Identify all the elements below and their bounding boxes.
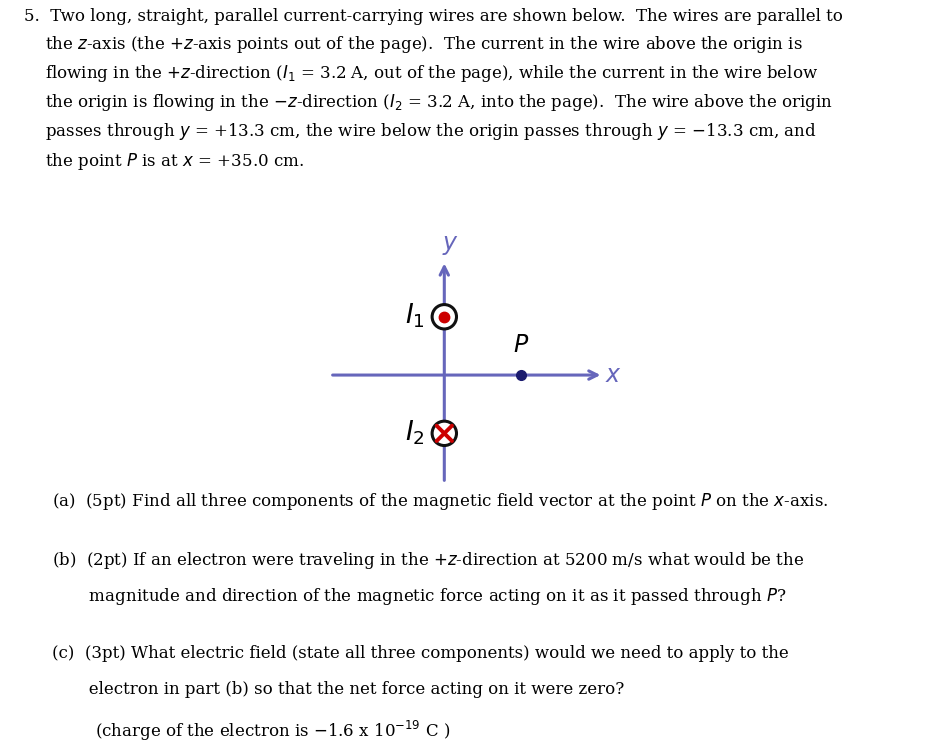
Text: (c)  (3pt) What electric field (state all three components) would we need to app: (c) (3pt) What electric field (state all…: [52, 645, 789, 663]
Text: 5.  Two long, straight, parallel current-carrying wires are shown below.  The wi: 5. Two long, straight, parallel current-…: [24, 8, 843, 172]
Circle shape: [432, 305, 457, 329]
Text: (charge of the electron is $-$1.6 x 10$^{-19}$ C ): (charge of the electron is $-$1.6 x 10$^…: [95, 719, 450, 743]
Text: $y$: $y$: [442, 234, 459, 257]
Circle shape: [432, 421, 457, 446]
Text: $I_1$: $I_1$: [405, 302, 425, 330]
Text: $x$: $x$: [605, 363, 622, 387]
Text: (a)  (5pt) Find all three components of the magnetic field vector at the point $: (a) (5pt) Find all three components of t…: [52, 491, 828, 512]
Text: electron in part (b) so that the net force acting on it were zero?: electron in part (b) so that the net for…: [52, 681, 624, 697]
Text: $I_2$: $I_2$: [405, 418, 425, 446]
Text: (b)  (2pt) If an electron were traveling in the $+z$-direction at 5200 m/s what : (b) (2pt) If an electron were traveling …: [52, 550, 805, 572]
Text: $P$: $P$: [512, 333, 529, 357]
Text: magnitude and direction of the magnetic force acting on it as it passed through : magnitude and direction of the magnetic …: [52, 586, 787, 607]
